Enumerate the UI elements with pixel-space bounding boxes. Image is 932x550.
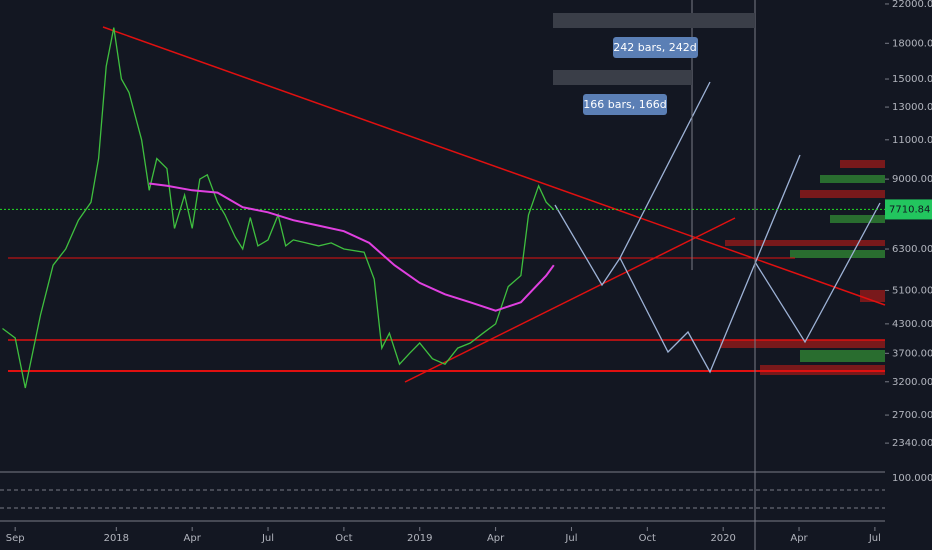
y-tick-label: 2700.00 (892, 410, 932, 421)
last-price-box (885, 199, 932, 220)
projection-arrows (554, 81, 881, 374)
annotation-box (583, 94, 667, 115)
y-tick-label: 9000.00 (892, 174, 932, 185)
x-tick-label: 2020 (710, 533, 735, 544)
y-tick-label: 6300.00 (892, 244, 932, 255)
x-tick-label: 2019 (407, 533, 432, 544)
y-tick-label: 13000.00 (892, 102, 932, 113)
annotation-box (613, 37, 698, 58)
annotation: 242 bars, 242d (613, 41, 696, 54)
y-tick-label: 22000.00 (892, 0, 932, 10)
y-tick-label: 3200.00 (892, 377, 932, 388)
measure-box (553, 70, 692, 85)
y-tick-label: 5100.00 (892, 285, 932, 296)
series-line (2, 27, 555, 389)
y-tick-label: 18000.00 (892, 38, 932, 49)
x-tick-label: Apr (184, 533, 202, 544)
x-tick-label: Jul (868, 533, 881, 544)
y-tick-label: 2340.00 (892, 438, 932, 449)
x-tick-label: Apr (790, 533, 808, 544)
x-tick-label: Oct (335, 533, 352, 544)
x-tick-label: Sep (6, 533, 25, 544)
annotation: 166 bars, 166d (583, 98, 666, 111)
rsi-tick-label: 100.0000 (892, 473, 932, 484)
x-tick-label: 2018 (104, 533, 129, 544)
last-price-label: 7710.84 (889, 204, 930, 215)
y-tick-label: 4300.00 (892, 319, 932, 330)
series-line (149, 182, 555, 312)
x-tick-label: Jul (261, 533, 274, 544)
x-tick-label: Oct (639, 533, 656, 544)
x-tick-label: Apr (487, 533, 505, 544)
y-tick-label: 3700.00 (892, 348, 932, 359)
y-tick-label: 11000.00 (892, 135, 932, 146)
measure-box (553, 13, 755, 28)
y-tick-label: 15000.00 (892, 74, 932, 85)
x-tick-label: Jul (564, 533, 577, 544)
